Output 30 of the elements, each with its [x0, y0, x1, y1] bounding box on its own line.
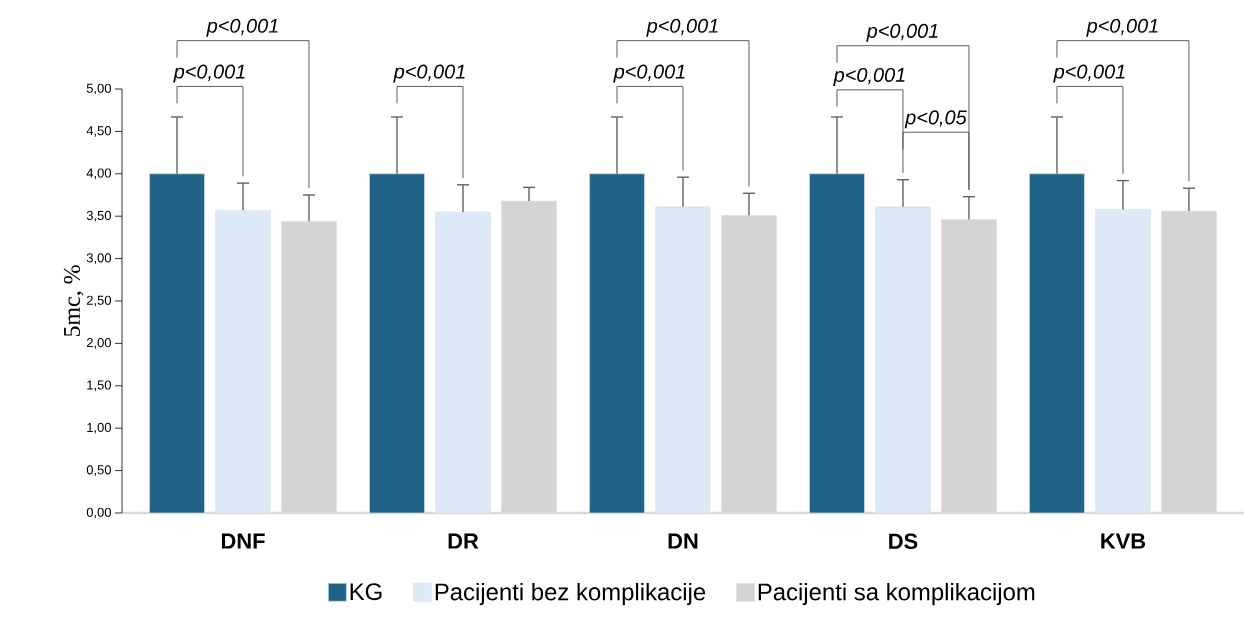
y-tick-label: 2,50: [86, 295, 111, 307]
text: p<0,001: [206, 18, 278, 37]
text: p<0,001: [613, 64, 685, 83]
text: p<0,001: [1086, 18, 1158, 37]
text: p<0,001: [646, 18, 718, 37]
y-tick-label: 0,00: [86, 507, 111, 519]
x-tick-label: DNF: [221, 533, 265, 549]
y-axis-title: 5mc, %: [63, 265, 84, 337]
y-tick-label: 5,00: [86, 83, 111, 95]
text: p<0,001: [393, 64, 465, 83]
annotation: p<0,05: [904, 110, 967, 129]
text: p<0,001: [866, 23, 938, 42]
y-tick-label: 3,50: [86, 210, 111, 222]
y-tick-label: 4,00: [86, 168, 111, 180]
legend-label: Pacijenti sa komplikacijom: [758, 582, 1035, 606]
x-tick-label: DN: [668, 533, 698, 549]
text: p<0,001: [1053, 64, 1125, 83]
x-tick-label: KVB: [1101, 533, 1146, 549]
x-tick-label: DS: [889, 533, 918, 550]
legend-label: Pacijenti bez komplikacije: [435, 582, 706, 606]
y-tick-label: 3,00: [86, 253, 111, 264]
text: p<0,001: [833, 67, 905, 86]
x-tick-label: DR: [448, 533, 479, 549]
y-tick-label: 0,50: [86, 465, 111, 476]
y-tick-label: 1,50: [87, 380, 111, 392]
text: p<0,001: [173, 64, 245, 83]
legend-label: KG: [350, 583, 382, 601]
y-tick-label: 2,00: [86, 338, 111, 349]
y-tick-label: 4,50: [86, 126, 111, 137]
y-tick-label: 1,00: [87, 422, 111, 434]
